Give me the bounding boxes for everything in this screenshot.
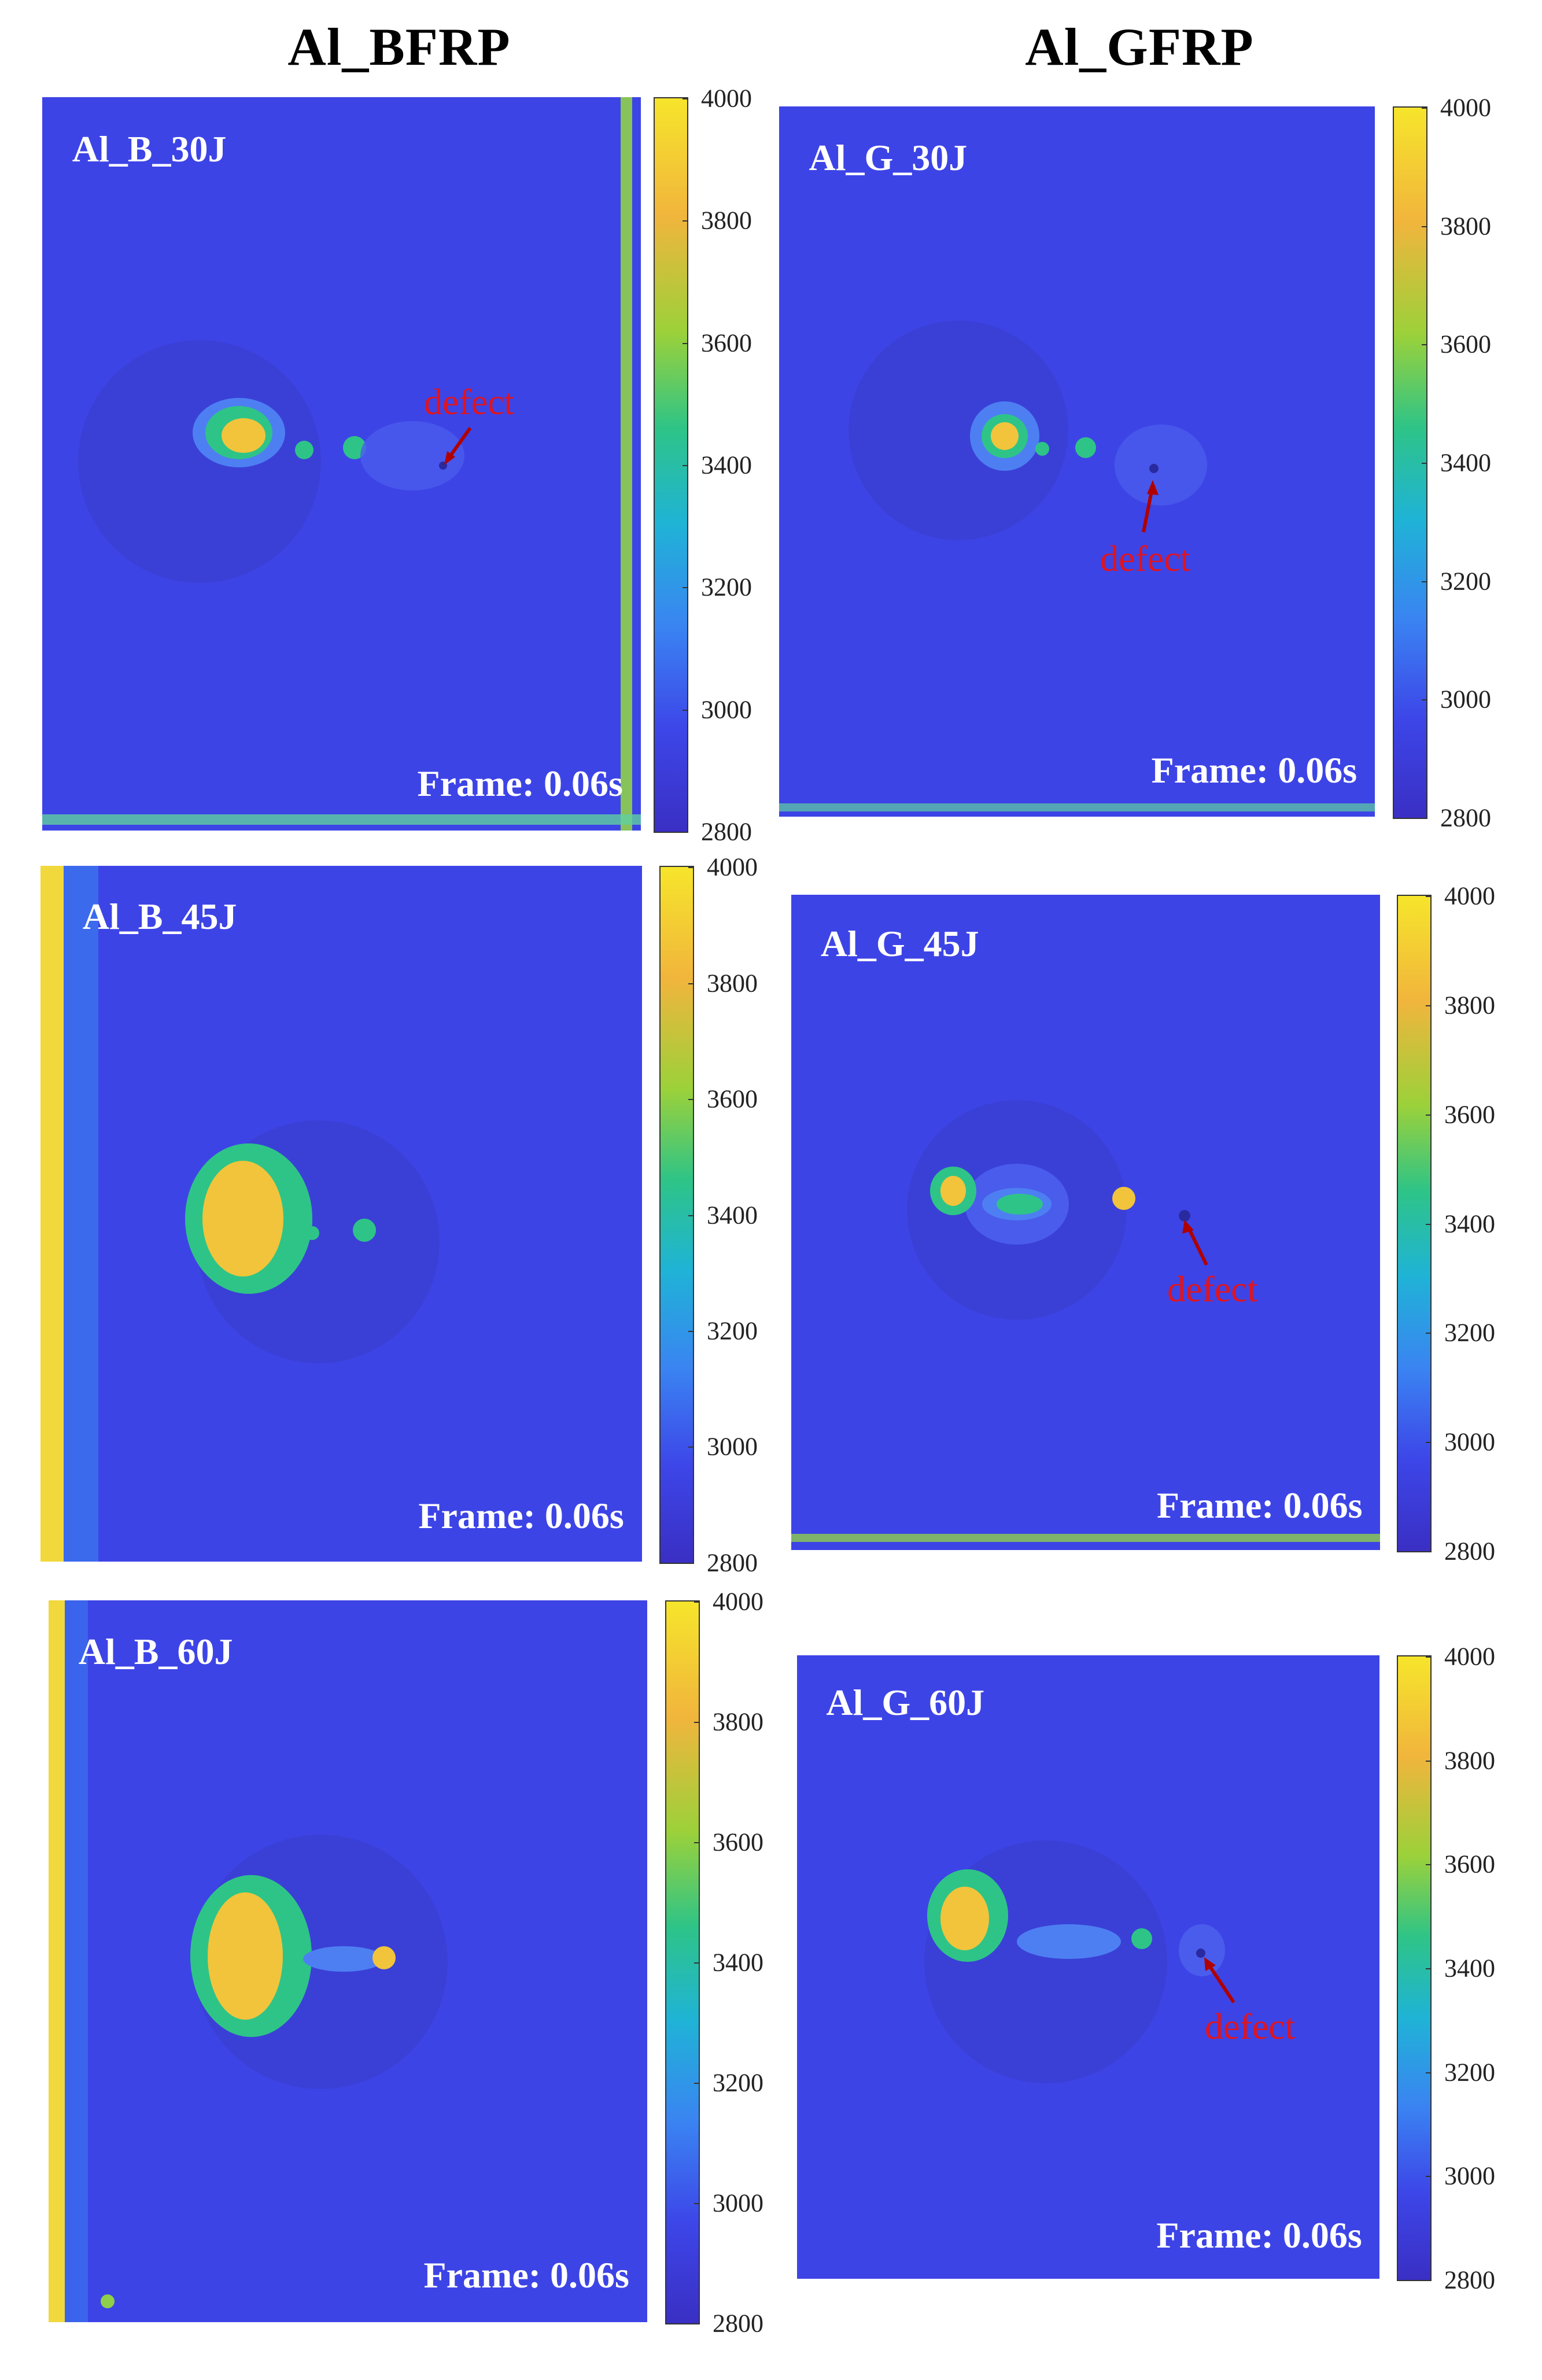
colorbar: 4000 3800 3600 3400 3200 3000 2800 bbox=[654, 84, 752, 846]
column-title-gfrp: Al_GFRP bbox=[1025, 17, 1254, 76]
colorbar-tick-label: 2800 bbox=[1444, 1537, 1495, 1566]
colorbar-tick-label: 3200 bbox=[701, 573, 752, 602]
defect-label: defect bbox=[1167, 1268, 1258, 1309]
frame-time-label: Frame: 0.06s bbox=[1151, 750, 1357, 791]
panel-label: Al_G_45J bbox=[820, 923, 979, 964]
colorbar-tick-label: 3800 bbox=[713, 1707, 763, 1736]
colorbar-tick-label: 2800 bbox=[707, 1548, 758, 1577]
column-title-bfrp: Al_BFRP bbox=[287, 17, 511, 76]
defect-label: defect bbox=[424, 381, 515, 422]
thermal-map bbox=[49, 1600, 647, 2322]
colorbar-tick-label: 3600 bbox=[1440, 330, 1491, 359]
colorbar-tick-label: 2800 bbox=[701, 817, 752, 846]
colorbar-tick-label: 3000 bbox=[713, 2189, 763, 2217]
thermal-panel-al-g-45j: Al_G_45J Frame: 0.06s defect bbox=[791, 895, 1380, 1550]
panel-label: Al_B_60J bbox=[78, 1631, 233, 1673]
colorbar-tick-label: 4000 bbox=[713, 1587, 763, 1616]
frame-time-label: Frame: 0.06s bbox=[417, 762, 623, 804]
thermal-map bbox=[791, 895, 1380, 1550]
colorbar-tick-label: 3400 bbox=[707, 1201, 758, 1229]
colorbar-tick-label: 3800 bbox=[1440, 212, 1491, 241]
colorbar: 4000 3800 3600 3400 3200 3000 2800 bbox=[1393, 94, 1491, 832]
thermal-panel-al-g-30j: Al_G_30J Frame: 0.06s defect bbox=[779, 106, 1375, 817]
colorbar-tick-label: 2800 bbox=[1444, 2265, 1495, 2294]
thermal-panel-al-b-45j: Al_B_45J Frame: 0.06s bbox=[40, 866, 642, 1562]
colorbar-tick-label: 4000 bbox=[1440, 93, 1491, 122]
colorbar-tick-label: 3400 bbox=[713, 1948, 763, 1977]
colorbar-tick-label: 4000 bbox=[1444, 881, 1495, 910]
thermal-map bbox=[797, 1655, 1379, 2279]
colorbar-tick-label: 3600 bbox=[1444, 1100, 1495, 1129]
colorbar-tick-label: 3200 bbox=[713, 2068, 763, 2097]
colorbar: 4000 3800 3600 3400 3200 3000 2800 bbox=[1397, 1643, 1495, 2294]
colorbar-tick-label: 3000 bbox=[1440, 685, 1491, 714]
thermal-map bbox=[42, 97, 641, 831]
colorbar-tick-label: 4000 bbox=[701, 84, 752, 113]
colorbar-tick-label: 3400 bbox=[701, 451, 752, 479]
colorbar-tick-label: 3000 bbox=[1444, 1427, 1495, 1456]
colorbar-tick-label: 3600 bbox=[701, 329, 752, 357]
colorbar-tick-label: 3000 bbox=[707, 1432, 758, 1461]
panel-label: Al_G_60J bbox=[826, 1682, 985, 1724]
thermal-panel-al-b-60j: Al_B_60J Frame: 0.06s bbox=[49, 1600, 647, 2322]
colorbar-tick-label: 2800 bbox=[1440, 803, 1491, 832]
colorbar-tick-label: 3600 bbox=[713, 1828, 763, 1857]
colorbar-tick-label: 3400 bbox=[1444, 1209, 1495, 1238]
frame-time-label: Frame: 0.06s bbox=[1157, 1485, 1363, 1526]
thermal-panel-al-g-60j: Al_G_60J Frame: 0.06s defect bbox=[797, 1655, 1379, 2279]
colorbar-tick-label: 3600 bbox=[707, 1084, 758, 1113]
panel-label: Al_B_30J bbox=[72, 128, 227, 170]
frame-time-label: Frame: 0.06s bbox=[423, 2254, 629, 2296]
colorbar-tick-label: 3200 bbox=[1444, 1318, 1495, 1347]
thermal-map bbox=[779, 106, 1375, 817]
colorbar-tick-label: 3600 bbox=[1444, 1850, 1495, 1879]
colorbar-tick-label: 3200 bbox=[707, 1316, 758, 1345]
colorbar: 4000 3800 3600 3400 3200 3000 2800 bbox=[659, 853, 758, 1577]
colorbar-tick-label: 3400 bbox=[1444, 1954, 1495, 1983]
colorbar-tick-label: 3000 bbox=[701, 695, 752, 724]
thermal-panel-al-b-30j: Al_B_30J Frame: 0.06s defect bbox=[42, 97, 641, 831]
frame-time-label: Frame: 0.06s bbox=[1156, 2215, 1362, 2256]
colorbar: 4000 3800 3600 3400 3200 3000 2800 bbox=[1397, 882, 1495, 1566]
frame-time-label: Frame: 0.06s bbox=[418, 1495, 624, 1536]
colorbar-tick-label: 3800 bbox=[707, 969, 758, 998]
defect-label: defect bbox=[1100, 538, 1191, 579]
colorbar-tick-label: 3200 bbox=[1444, 2058, 1495, 2087]
colorbar: 4000 3800 3600 3400 3200 3000 2800 bbox=[665, 1588, 763, 2338]
defect-label: defect bbox=[1205, 2006, 1296, 2047]
colorbar-tick-label: 3800 bbox=[701, 206, 752, 235]
colorbar-tick-label: 2800 bbox=[713, 2309, 763, 2338]
colorbar-tick-label: 3400 bbox=[1440, 448, 1491, 477]
panel-label: Al_B_45J bbox=[82, 895, 237, 937]
colorbar-tick-label: 4000 bbox=[707, 853, 758, 881]
colorbar-tick-label: 3800 bbox=[1444, 991, 1495, 1020]
panel-label: Al_G_30J bbox=[809, 136, 968, 178]
colorbar-tick-label: 4000 bbox=[1444, 1642, 1495, 1671]
colorbar-tick-label: 3800 bbox=[1444, 1746, 1495, 1775]
thermal-map bbox=[40, 866, 642, 1562]
colorbar-tick-label: 3000 bbox=[1444, 2161, 1495, 2190]
colorbar-tick-label: 3200 bbox=[1440, 567, 1491, 596]
